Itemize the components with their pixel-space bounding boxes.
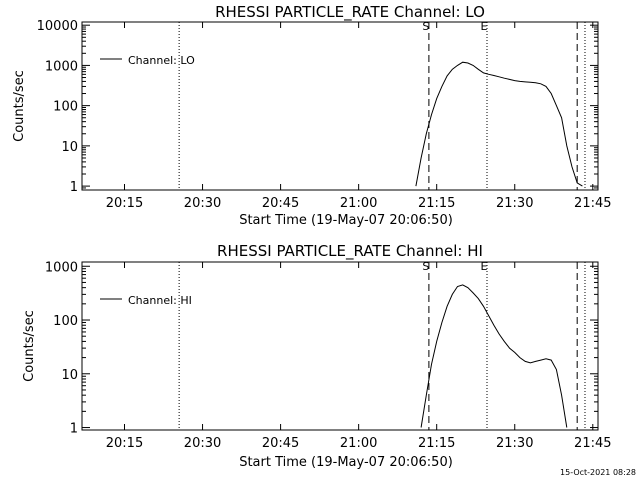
y-tick-label-lo-2: 100 [53, 100, 78, 115]
plot-frame-lo [81, 21, 599, 191]
chart-title-lo: RHESSI PARTICLE_RATE Channel: LO [215, 3, 485, 22]
x-tick-label-hi-4: 21:15 [418, 436, 455, 451]
marker-label-hi-1: S [422, 260, 429, 273]
x-tick-label-hi-0: 20:15 [106, 436, 143, 451]
legend-label-lo: Channel: LO [128, 54, 195, 67]
y-tick-label-lo-1: 10 [61, 140, 78, 155]
panel-hi: RHESSI PARTICLE_RATE Channel: HI Counts/… [22, 242, 612, 470]
y-tick-label-hi-1: 10 [61, 368, 78, 383]
x-tick-label-lo-5: 21:30 [496, 196, 533, 211]
x-axis-label-hi: Start Time (19-May-07 20:06:50) [239, 455, 453, 470]
marker-label-lo-2: E [481, 20, 488, 33]
y-axis-label-lo: Counts/sec [12, 70, 27, 142]
x-tick-label-hi-3: 21:00 [340, 436, 377, 451]
y-tick-label-hi-2: 100 [53, 314, 78, 329]
y-tick-label-hi-3: 1000 [45, 260, 78, 275]
y-axis-label-hi: Counts/sec [22, 310, 37, 382]
panel-lo: RHESSI PARTICLE_RATE Channel: LO Counts/… [12, 3, 612, 228]
marker-label-hi-2: E [481, 260, 488, 273]
chart-title-hi: RHESSI PARTICLE_RATE Channel: HI [217, 242, 483, 261]
y-tick-label-lo-3: 1000 [45, 59, 78, 74]
date-stamp: 15-Oct-2021 08:28 [560, 468, 636, 477]
x-tick-label-lo-4: 21:15 [418, 196, 455, 211]
legend-label-hi: Channel: HI [128, 294, 192, 307]
x-tick-label-hi-5: 21:30 [496, 436, 533, 451]
y-tick-label-hi-0: 1 [70, 422, 78, 437]
x-tick-label-lo-3: 21:00 [340, 196, 377, 211]
x-tick-label-hi-1: 20:30 [184, 436, 221, 451]
y-tick-label-lo-0: 1 [70, 180, 78, 195]
series-line-hi-0 [420, 284, 568, 428]
marker-label-lo-1: S [422, 20, 429, 33]
x-tick-label-lo-2: 20:45 [262, 196, 299, 211]
x-tick-label-hi-2: 20:45 [262, 436, 299, 451]
x-tick-label-lo-6: 21:45 [574, 196, 611, 211]
y-tick-label-lo-4: 10000 [37, 19, 78, 34]
x-tick-label-hi-6: 21:45 [574, 436, 611, 451]
x-tick-label-lo-0: 20:15 [106, 196, 143, 211]
x-tick-label-lo-1: 20:30 [184, 196, 221, 211]
x-axis-label-lo: Start Time (19-May-07 20:06:50) [239, 213, 453, 228]
plot-frame-hi [81, 261, 599, 431]
series-line-lo-0 [415, 61, 583, 187]
